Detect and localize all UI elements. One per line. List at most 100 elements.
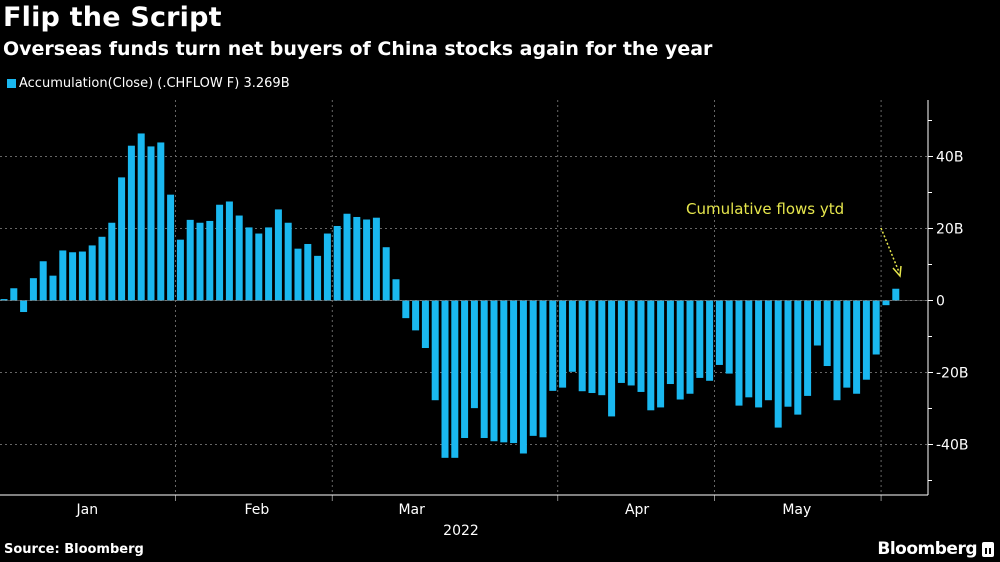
bar	[323, 233, 331, 301]
bar	[490, 300, 498, 442]
bar	[167, 194, 175, 301]
bar	[882, 300, 890, 306]
bar	[764, 300, 772, 401]
bar	[833, 300, 841, 401]
x-tick-label: Mar	[398, 502, 425, 518]
bar	[20, 300, 28, 313]
bar	[69, 252, 77, 301]
bar	[617, 300, 625, 383]
source-note: Source: Bloomberg	[4, 542, 144, 557]
bar	[314, 255, 322, 301]
bar	[510, 300, 518, 444]
bar	[363, 219, 371, 301]
bar	[78, 251, 86, 301]
bar	[451, 300, 459, 458]
bar	[372, 217, 380, 301]
bar	[39, 261, 47, 301]
bar	[402, 300, 410, 319]
y-tick-label: 40B	[936, 150, 963, 166]
bar	[157, 142, 165, 301]
bar	[441, 300, 449, 458]
bar	[872, 300, 880, 355]
bar	[804, 300, 812, 396]
bar	[598, 300, 606, 396]
brand-name: Bloomberg	[877, 539, 977, 559]
annotation-arrowhead	[892, 265, 902, 278]
bar	[108, 222, 116, 301]
bar	[774, 300, 782, 428]
bar	[696, 300, 704, 378]
bar	[529, 300, 537, 436]
bar	[255, 233, 263, 301]
bar	[539, 300, 547, 438]
bar	[245, 227, 253, 301]
bar	[137, 133, 145, 301]
bar	[637, 300, 645, 392]
bar	[843, 300, 851, 388]
bar	[29, 278, 37, 301]
bar	[284, 222, 292, 301]
legend-label: Accumulation(Close) (.CHFLOW F) 3.269B	[19, 76, 290, 91]
bar	[519, 300, 527, 454]
bar	[647, 300, 655, 411]
bar	[559, 300, 567, 388]
bar	[892, 288, 900, 301]
bloomberg-logo: Bloomberg	[877, 539, 994, 559]
bar	[49, 275, 57, 301]
bar	[578, 300, 586, 392]
bar	[392, 279, 400, 301]
y-tick-label: 0	[936, 294, 945, 310]
bar	[333, 225, 341, 301]
bar	[686, 300, 694, 394]
bar	[235, 215, 243, 301]
bar	[147, 146, 155, 301]
bar	[823, 300, 831, 367]
bar	[274, 209, 282, 301]
x-tick-label: Apr	[625, 502, 649, 518]
bar	[127, 145, 135, 301]
chart-subtitle: Overseas funds turn net buyers of China …	[3, 38, 713, 60]
bar	[431, 300, 439, 401]
bar	[421, 300, 429, 349]
bar	[853, 300, 861, 394]
x-tick-label: May	[782, 502, 811, 518]
x-tick-label: Feb	[244, 502, 269, 518]
bloomberg-terminal-icon	[982, 541, 994, 557]
bar	[666, 300, 674, 385]
bar	[706, 300, 714, 381]
bar	[88, 245, 96, 301]
bar	[745, 300, 753, 398]
y-tick-label: -20B	[936, 366, 968, 382]
bar	[500, 300, 508, 443]
bar	[343, 213, 351, 301]
bar	[294, 248, 302, 301]
bar	[186, 219, 194, 301]
bar	[470, 300, 478, 409]
bar	[0, 299, 8, 301]
y-tick-label: 20B	[936, 222, 963, 238]
x-axis-year-label: 2022	[443, 523, 479, 539]
bar	[304, 243, 312, 301]
annotation-text: Cumulative flows ytd	[686, 200, 844, 218]
legend-swatch	[7, 79, 16, 88]
bar	[862, 300, 870, 380]
bar	[794, 300, 802, 415]
bar	[813, 300, 821, 346]
bar	[216, 204, 224, 301]
bar	[206, 220, 214, 301]
bar	[118, 177, 126, 301]
chart-title: Flip the Script	[3, 2, 222, 33]
x-tick-label: Jan	[76, 502, 99, 518]
bar	[627, 300, 635, 386]
bar	[715, 300, 723, 365]
bar	[196, 222, 204, 301]
bar	[608, 300, 616, 417]
bar	[382, 247, 390, 301]
bar	[657, 300, 665, 408]
bar	[549, 300, 557, 391]
annotation-arrow	[880, 227, 900, 273]
bar	[412, 300, 420, 331]
bar	[568, 300, 576, 372]
bar	[98, 236, 106, 301]
bar	[735, 300, 743, 406]
